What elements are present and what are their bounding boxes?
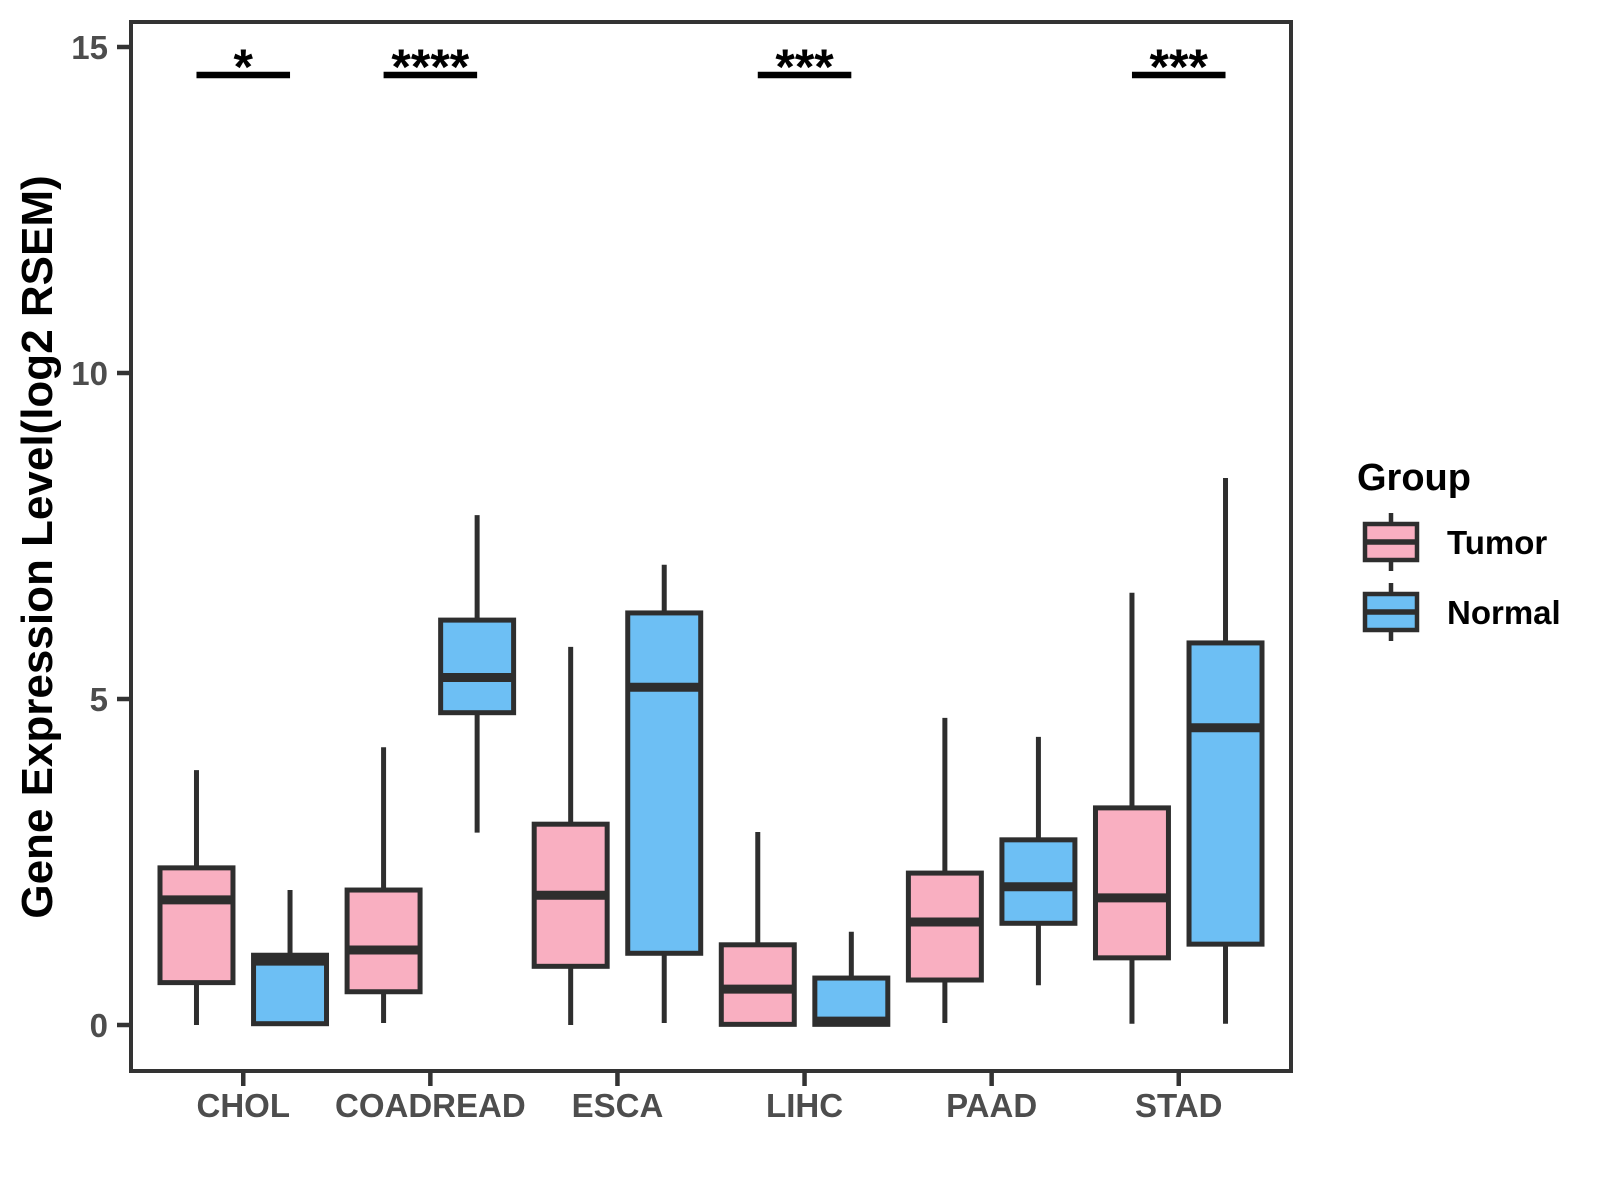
sig-stars-stad: *** <box>1150 39 1209 95</box>
x-tick-label-esca: ESCA <box>572 1087 664 1124</box>
box-stad-normal <box>1186 640 1265 947</box>
legend-title: Group <box>1357 457 1471 499</box>
x-tick-label-stad: STAD <box>1135 1087 1222 1124</box>
box-coadread-normal <box>438 617 517 716</box>
box-esca-normal <box>625 610 704 956</box>
legend: Group Tumor Normal <box>1357 457 1561 641</box>
box-lihc-tumor <box>718 942 797 1027</box>
box-chol-normal <box>251 952 330 1027</box>
y-axis-title: Gene Expression Level(log2 RSEM) <box>13 175 62 918</box>
box-stad-tumor <box>1092 805 1171 961</box>
boxplots <box>157 477 1265 1027</box>
legend-key-tumor: Tumor <box>1362 513 1547 571</box>
sig-stars-coadread: **** <box>391 39 469 95</box>
box-coadread-tumor <box>344 887 423 995</box>
x-tick-label-paad: PAAD <box>946 1087 1037 1124</box>
box-paad-tumor <box>905 870 984 983</box>
y-tick-label-15: 15 <box>71 29 108 66</box>
x-tick-label-lihc: LIHC <box>766 1087 843 1124</box>
legend-key-normal: Normal <box>1362 583 1561 641</box>
box-chol-tumor <box>157 865 236 986</box>
box-paad-normal <box>999 837 1078 926</box>
legend-label-tumor: Tumor <box>1447 524 1547 561</box>
x-tick-label-chol: CHOL <box>197 1087 291 1124</box>
x-tick-label-coadread: COADREAD <box>335 1087 526 1124</box>
sig-stars-lihc: *** <box>775 39 834 95</box>
y-tick-label-5: 5 <box>90 681 108 718</box>
axes: 0 5 10 15 CHOL COADREAD ESCA LIHC PAAD STAD <box>71 29 1222 1124</box>
legend-label-normal: Normal <box>1447 594 1561 631</box>
panel-border <box>129 20 1293 1073</box>
sig-stars-chol: * <box>234 39 254 95</box>
y-tick-label-0: 0 <box>90 1007 108 1044</box>
y-tick-label-10: 10 <box>71 355 108 392</box>
significance-brackets: * **** *** *** <box>196 39 1226 95</box>
